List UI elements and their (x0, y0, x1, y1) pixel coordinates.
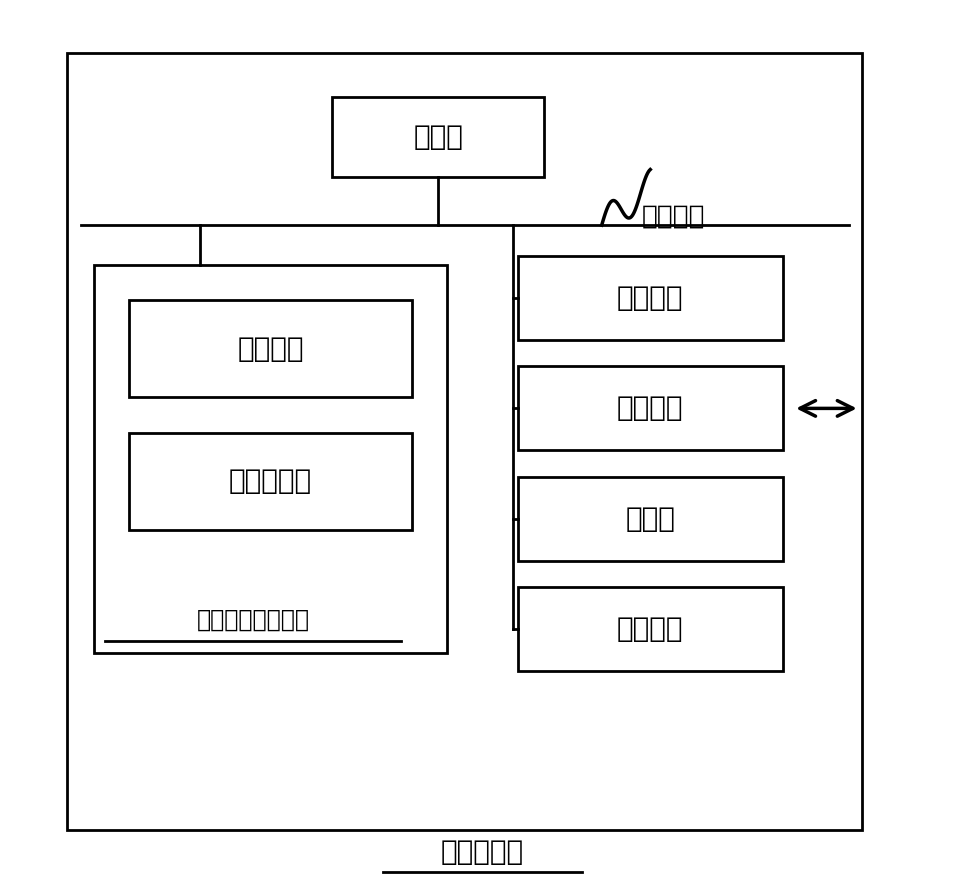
Bar (94, 265, 447, 653)
Text: 计算机设备: 计算机设备 (441, 838, 524, 866)
Text: 内存储器: 内存储器 (617, 284, 683, 312)
Bar (518, 256, 783, 340)
Bar (129, 300, 412, 397)
Bar (68, 53, 862, 830)
Bar (332, 97, 544, 177)
Bar (518, 587, 783, 671)
Text: 计算机程序: 计算机程序 (229, 467, 312, 495)
Bar (129, 433, 412, 530)
Text: 处理器: 处理器 (413, 123, 463, 151)
Bar (518, 477, 783, 561)
Text: 系统总线: 系统总线 (642, 203, 705, 230)
Text: 输入装置: 输入装置 (617, 615, 683, 643)
Bar (518, 366, 783, 450)
Text: 网络接口: 网络接口 (617, 395, 683, 422)
Text: 操作系统: 操作系统 (237, 335, 304, 363)
Text: 非易失性存储介质: 非易失性存储介质 (197, 608, 310, 632)
Text: 显示屏: 显示屏 (625, 505, 676, 532)
